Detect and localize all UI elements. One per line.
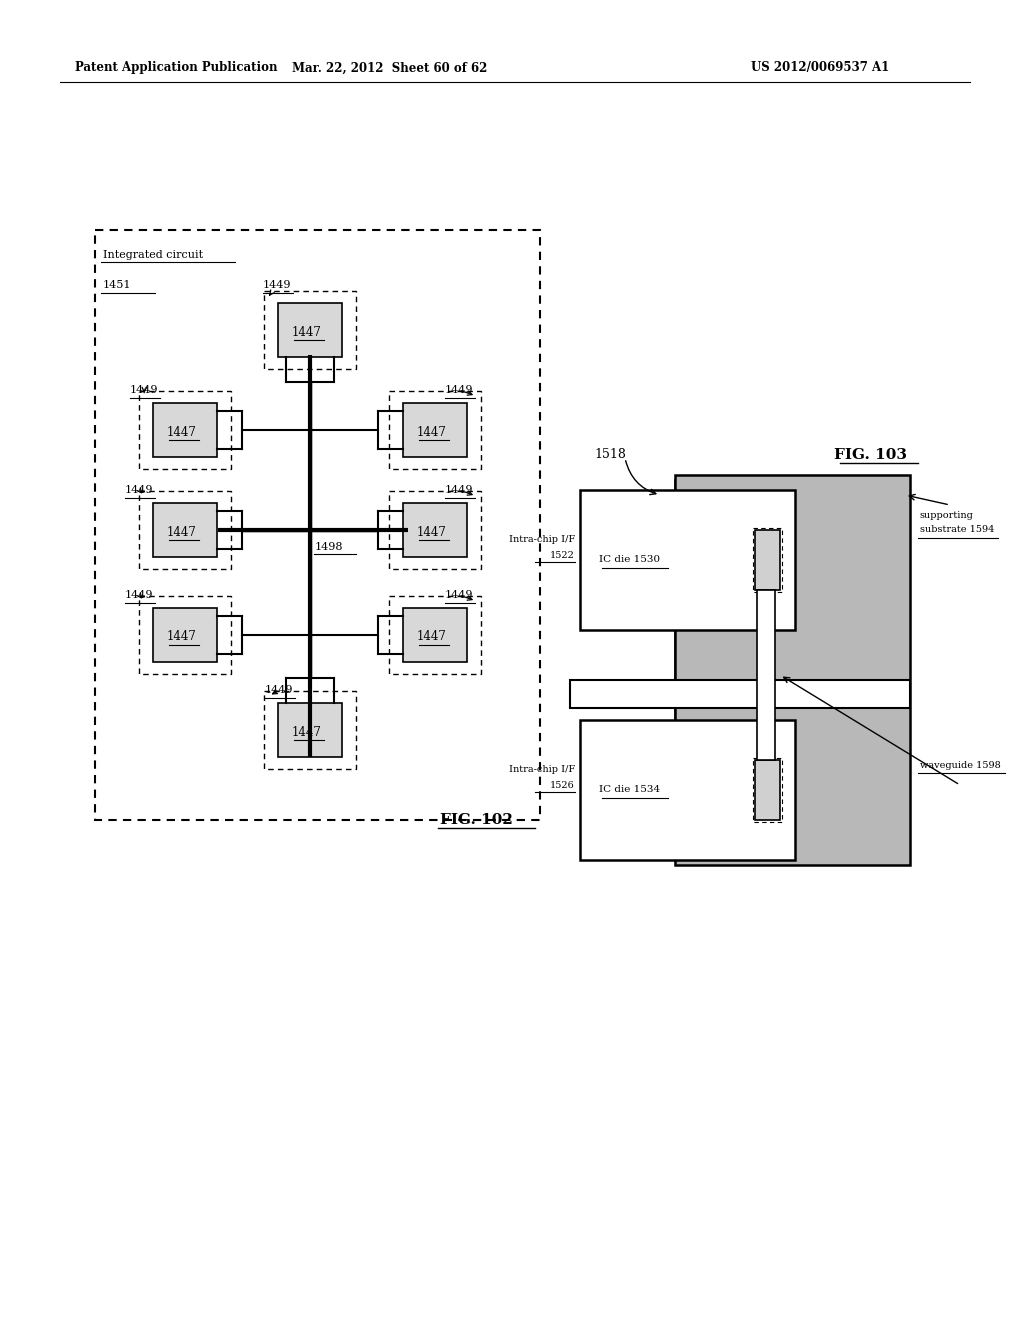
- Text: 1449: 1449: [445, 385, 473, 395]
- Text: 1447: 1447: [417, 525, 446, 539]
- Bar: [139, 597, 231, 675]
- Bar: [403, 609, 467, 663]
- Text: 1449: 1449: [125, 484, 154, 495]
- Text: 1447: 1447: [292, 326, 322, 338]
- Text: IC die 1530: IC die 1530: [599, 556, 660, 565]
- Text: 1447: 1447: [417, 631, 446, 644]
- Bar: [753, 758, 782, 822]
- Text: 1498: 1498: [315, 543, 343, 552]
- Bar: [580, 490, 795, 630]
- Text: 1451: 1451: [103, 280, 131, 290]
- Text: 1449: 1449: [445, 590, 473, 601]
- Bar: [153, 403, 217, 457]
- Bar: [153, 609, 217, 663]
- Text: waveguide 1598: waveguide 1598: [920, 760, 1000, 770]
- Text: 1449: 1449: [130, 385, 159, 395]
- Bar: [570, 680, 910, 708]
- Bar: [389, 491, 481, 569]
- Text: Intra-chip I/F: Intra-chip I/F: [509, 536, 575, 544]
- Bar: [403, 503, 467, 557]
- Bar: [675, 480, 905, 861]
- Text: Intra-chip I/F: Intra-chip I/F: [509, 766, 575, 775]
- Text: substrate 1594: substrate 1594: [920, 525, 994, 535]
- Text: Patent Application Publication: Patent Application Publication: [75, 62, 278, 74]
- Text: 1522: 1522: [550, 550, 575, 560]
- Text: 1449: 1449: [265, 685, 294, 696]
- Text: 1518: 1518: [594, 449, 626, 462]
- Bar: [278, 704, 342, 756]
- Bar: [139, 491, 231, 569]
- Bar: [753, 528, 782, 591]
- Text: 1447: 1447: [167, 425, 197, 438]
- Bar: [675, 475, 910, 865]
- Bar: [403, 403, 467, 457]
- Bar: [755, 760, 780, 820]
- Text: 1449: 1449: [263, 280, 292, 296]
- Text: 1447: 1447: [167, 525, 197, 539]
- Text: FIG. 103: FIG. 103: [834, 447, 906, 462]
- Bar: [95, 230, 540, 820]
- Text: Mar. 22, 2012  Sheet 60 of 62: Mar. 22, 2012 Sheet 60 of 62: [292, 62, 487, 74]
- Text: 1447: 1447: [292, 726, 322, 738]
- Text: 1526: 1526: [550, 780, 575, 789]
- Text: 1447: 1447: [417, 425, 446, 438]
- Bar: [755, 531, 780, 590]
- Text: IC die 1534: IC die 1534: [599, 785, 660, 795]
- Bar: [278, 304, 342, 356]
- Bar: [757, 590, 775, 760]
- Text: 1447: 1447: [167, 631, 197, 644]
- Bar: [264, 690, 356, 770]
- Text: 1449: 1449: [445, 484, 473, 495]
- Bar: [580, 719, 795, 861]
- Bar: [302, 380, 318, 685]
- Text: supporting: supporting: [920, 511, 974, 520]
- Text: Integrated circuit: Integrated circuit: [103, 249, 203, 260]
- Bar: [389, 597, 481, 675]
- Bar: [139, 391, 231, 469]
- Bar: [153, 503, 217, 557]
- Text: US 2012/0069537 A1: US 2012/0069537 A1: [751, 62, 889, 74]
- Bar: [264, 290, 356, 370]
- Text: FIG. 102: FIG. 102: [440, 813, 513, 828]
- Bar: [389, 391, 481, 469]
- Text: 1449: 1449: [125, 590, 154, 601]
